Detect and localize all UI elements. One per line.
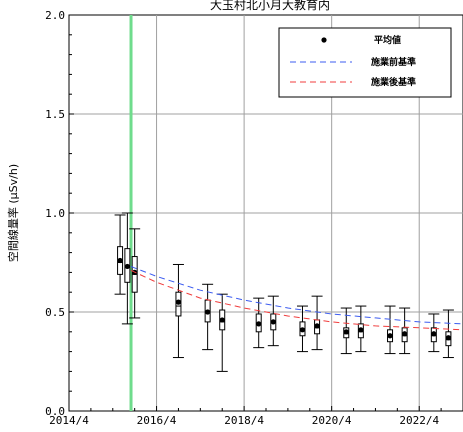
box-mean-point — [299, 327, 306, 333]
y-tick-label: 0.5 — [45, 306, 65, 319]
box-mean-point — [117, 257, 123, 264]
box-mean-point — [205, 309, 211, 315]
box-plot — [311, 295, 323, 351]
box-mean-point — [175, 299, 182, 305]
standard-lines — [130, 266, 463, 331]
x-tick-label: 2018/4 — [224, 414, 264, 427]
post-standard-line — [130, 269, 463, 331]
legend-mean-label: 平均値 — [374, 34, 401, 46]
box-mean-point — [402, 331, 408, 337]
box-plot — [442, 309, 454, 359]
legend-post-standard-label: 施業後基準 — [371, 76, 416, 88]
box-plot — [172, 263, 184, 359]
x-tick-label: 2022/4 — [399, 414, 439, 427]
box-mean-point — [431, 331, 437, 337]
box-mean-point — [314, 323, 320, 329]
box-mean-point — [256, 321, 262, 327]
box-mean-point — [270, 319, 276, 325]
box-mean-point — [343, 329, 349, 335]
chart-title: 大玉村北小月大教育内 — [210, 0, 330, 12]
legend: 平均値 施業前基準 施業後基準 — [278, 27, 452, 98]
legend-box — [278, 27, 452, 98]
box-plot — [253, 297, 265, 349]
box-mean-point — [124, 263, 130, 270]
box-plot — [355, 305, 367, 353]
box-mean-point — [445, 335, 452, 341]
x-tick-label: 2016/4 — [137, 414, 177, 427]
legend-pre-standard-label: 施業前基準 — [371, 56, 416, 68]
y-axis-label: 空間線量率 (μSv/h) — [6, 164, 20, 262]
axis-ticks — [68, 14, 442, 412]
box-plot — [384, 305, 396, 355]
y-tick-label: 2.0 — [45, 9, 65, 22]
box-plot — [121, 212, 133, 325]
y-tick-labels: 0.0 0.5 1.0 1.5 2.0 — [45, 9, 65, 418]
x-tick-label: 2014/4 — [49, 414, 89, 427]
box-plot — [267, 295, 279, 347]
y-tick-label: 1.5 — [45, 108, 65, 121]
y-tick-label: 0.0 — [45, 405, 65, 418]
y-tick-label: 1.0 — [45, 207, 65, 220]
box-mean-point — [358, 327, 364, 333]
box-plot — [114, 214, 126, 295]
pre-standard-line — [130, 266, 463, 325]
box-plot — [428, 313, 440, 353]
box-plot — [399, 307, 411, 355]
box-mean-point — [387, 333, 393, 339]
x-tick-labels: 2014/4 2016/4 2018/4 2020/4 2022/4 — [49, 414, 439, 427]
box-mean-point — [219, 317, 225, 323]
legend-mean-marker — [321, 37, 327, 43]
x-tick-label: 2020/4 — [312, 414, 352, 427]
box-plot — [296, 305, 308, 353]
